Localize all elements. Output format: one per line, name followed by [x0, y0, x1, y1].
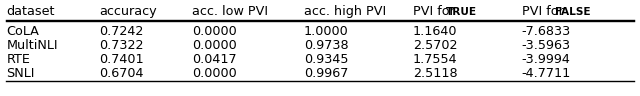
- Text: 1.1640: 1.1640: [413, 25, 458, 38]
- Text: -3.5963: -3.5963: [522, 39, 571, 52]
- Text: dataset: dataset: [6, 5, 55, 18]
- Text: 0.0000: 0.0000: [192, 67, 237, 80]
- Text: -3.9994: -3.9994: [522, 53, 570, 66]
- Text: -7.6833: -7.6833: [522, 25, 571, 38]
- Text: MultiNLI: MultiNLI: [6, 39, 58, 52]
- Text: 0.0000: 0.0000: [192, 39, 237, 52]
- Text: 1.7554: 1.7554: [413, 53, 458, 66]
- Text: 0.6704: 0.6704: [99, 67, 144, 80]
- Text: 0.7401: 0.7401: [99, 53, 144, 66]
- Text: SNLI: SNLI: [6, 67, 35, 80]
- Text: FALSE: FALSE: [555, 7, 591, 17]
- Text: 2.5702: 2.5702: [413, 39, 458, 52]
- Text: PVI for: PVI for: [522, 5, 568, 18]
- Text: 0.0000: 0.0000: [192, 25, 237, 38]
- Text: CoLA: CoLA: [6, 25, 39, 38]
- Text: PVI for: PVI for: [413, 5, 459, 18]
- Text: 0.7242: 0.7242: [99, 25, 143, 38]
- Text: acc. high PVI: acc. high PVI: [304, 5, 387, 18]
- Text: 2.5118: 2.5118: [413, 67, 458, 80]
- Text: accuracy: accuracy: [99, 5, 157, 18]
- Text: TRUE: TRUE: [446, 7, 477, 17]
- Text: 0.9345: 0.9345: [304, 53, 349, 66]
- Text: 0.9738: 0.9738: [304, 39, 349, 52]
- Text: RTE: RTE: [6, 53, 30, 66]
- Text: -4.7711: -4.7711: [522, 67, 571, 80]
- Text: 1.0000: 1.0000: [304, 25, 349, 38]
- Text: acc. low PVI: acc. low PVI: [192, 5, 268, 18]
- Text: 0.0417: 0.0417: [192, 53, 237, 66]
- Text: 0.7322: 0.7322: [99, 39, 144, 52]
- Text: 0.9967: 0.9967: [304, 67, 348, 80]
